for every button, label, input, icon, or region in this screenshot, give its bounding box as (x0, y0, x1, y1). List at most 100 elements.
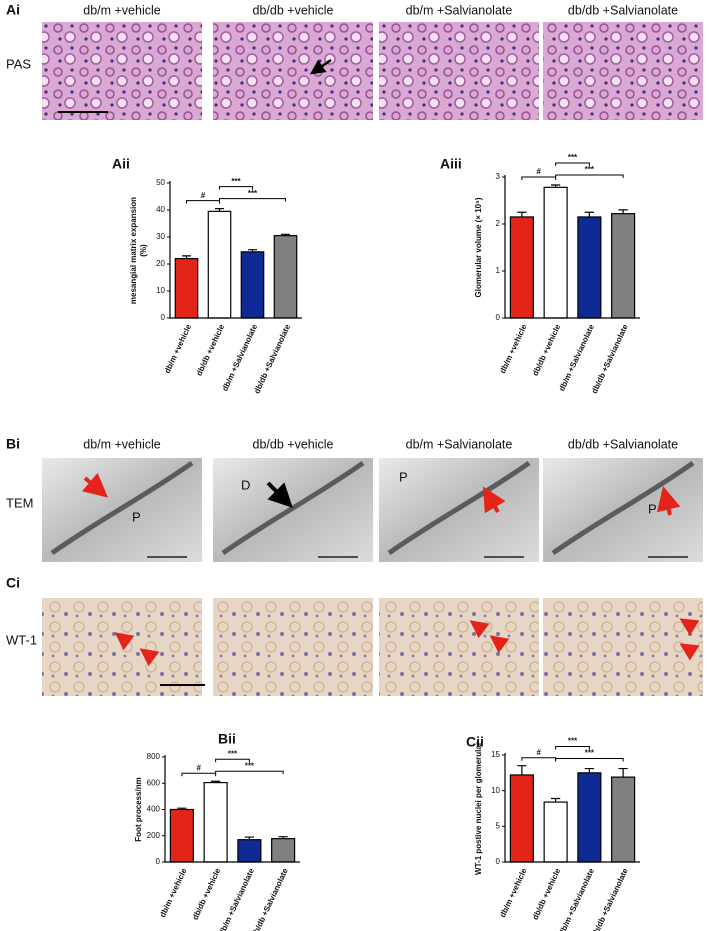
significance-label: *** (245, 761, 255, 770)
error-bar (618, 209, 628, 214)
error-bar (281, 233, 290, 236)
error-bar (517, 211, 527, 217)
micrograph (543, 598, 703, 696)
micrograph (379, 22, 539, 120)
y-tick-label: 5 (496, 821, 501, 830)
arrow (482, 486, 506, 514)
image-mark: D (241, 477, 250, 492)
micrograph (213, 598, 373, 696)
error-bar (517, 765, 527, 775)
significance-bracket (215, 770, 284, 775)
row-label: WT-1 (6, 632, 37, 647)
error-bar (215, 208, 224, 212)
y-tick-label: 1 (496, 266, 501, 275)
x-tick-label: db/m +vehicle (163, 322, 194, 374)
significance-bracket (219, 186, 253, 190)
x-tick-label: db/m +vehicle (158, 866, 189, 918)
bar (207, 210, 232, 319)
bar (543, 801, 568, 863)
x-tick-label: db/db +Salvianolate (252, 322, 292, 395)
y-tick-label: 3 (496, 172, 501, 181)
significance-bracket (521, 176, 557, 180)
panel-label: Aii (112, 156, 130, 172)
arrow (656, 486, 681, 516)
significance-label: *** (231, 177, 241, 186)
membrane (551, 460, 695, 556)
micrograph (379, 598, 539, 696)
significance-bracket (555, 758, 624, 762)
x-tick-label: db/db +Salvianolate (250, 866, 290, 931)
significance-label: # (537, 167, 542, 176)
error-bar (177, 807, 187, 810)
significance-label: *** (568, 153, 578, 162)
significance-bracket (555, 162, 590, 166)
error-bar (182, 255, 191, 259)
axes (504, 753, 640, 863)
membrane (50, 460, 194, 556)
significance-label: *** (585, 165, 595, 174)
y-tick-label: 0 (496, 857, 501, 866)
x-tick-label: db/m +Salvianolate (217, 866, 256, 931)
significance-label: *** (568, 737, 578, 746)
column-header: db/m +Salvianolate (406, 3, 513, 17)
y-axis-label: (%) (139, 244, 148, 257)
y-axis-label: Foot process/nm (134, 777, 143, 841)
bar (611, 776, 636, 863)
arrow (679, 618, 700, 636)
x-tick-label: db/db +vehicle (191, 866, 223, 921)
significance-bracket (181, 772, 217, 777)
micrograph (42, 598, 202, 696)
y-axis-label: WT-1 postive nuclei per glomerular (474, 742, 483, 875)
y-tick-label: 0 (161, 313, 166, 322)
arrow (679, 643, 700, 661)
axes (169, 181, 302, 319)
y-tick-label: 2 (496, 219, 501, 228)
arrow (469, 620, 490, 639)
row-label: PAS (6, 56, 31, 71)
column-header: db/db +vehicle (253, 437, 334, 451)
error-bar (551, 184, 561, 188)
x-tick-label: db/m +vehicle (498, 866, 529, 918)
image-mark: P (132, 509, 141, 524)
error-bar (551, 797, 561, 803)
micrograph (213, 22, 373, 120)
axes (164, 755, 300, 863)
x-tick-label: db/m +Salvianolate (557, 322, 596, 392)
image-mark: P (648, 501, 657, 516)
x-tick-label: db/db +Salvianolate (590, 866, 630, 931)
y-tick-label: 10 (156, 286, 165, 295)
bar (543, 186, 568, 319)
y-tick-label: 800 (147, 752, 161, 761)
arrow (309, 58, 332, 75)
membrane (221, 460, 365, 556)
row-label: TEM (6, 495, 33, 510)
panel-label: Ai (6, 2, 20, 18)
significance-bracket (521, 757, 557, 761)
significance-label: *** (585, 749, 595, 758)
bar (271, 838, 296, 863)
arrow (114, 632, 135, 651)
bar (169, 808, 194, 863)
error-bar (211, 780, 221, 783)
column-header: db/db +vehicle (253, 3, 334, 17)
y-tick-label: 20 (156, 259, 165, 268)
arrow (489, 635, 510, 654)
panel-label: Bii (218, 731, 236, 747)
significance-bracket (219, 198, 286, 202)
bar (273, 235, 298, 319)
y-tick-label: 50 (156, 178, 165, 187)
error-bar (248, 249, 257, 252)
micrograph (543, 22, 703, 120)
bar (237, 839, 262, 863)
y-tick-label: 10 (491, 786, 500, 795)
significance-label: *** (228, 749, 238, 758)
x-tick-label: db/m +Salvianolate (557, 866, 596, 931)
significance-bracket (186, 200, 220, 204)
image-mark: P (399, 469, 408, 484)
bar (174, 258, 199, 319)
x-tick-label: db/db +vehicle (531, 322, 563, 377)
arrow (139, 648, 160, 667)
x-tick-label: db/m +Salvianolate (220, 322, 259, 392)
panel-label: Cii (466, 734, 484, 750)
